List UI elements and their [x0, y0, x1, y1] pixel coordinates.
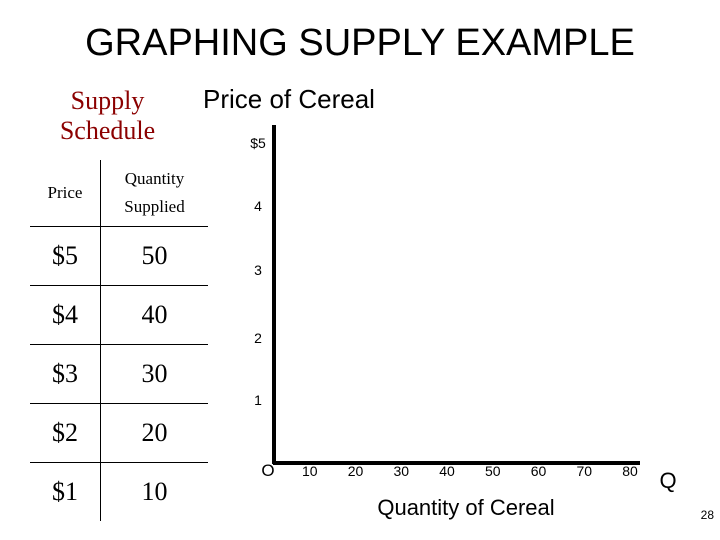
quantity-cell: 20 — [100, 403, 208, 463]
quantity-header-line1: Quantity — [124, 169, 185, 188]
table-row: $5 50 — [30, 226, 208, 286]
quantity-header: Quantity Supplied — [101, 160, 209, 227]
schedule-title-line2: Schedule — [59, 116, 156, 145]
quantity-cell: 40 — [100, 285, 208, 345]
quantity-header-line2: Supplied — [124, 197, 185, 216]
x-tick-label: 20 — [348, 463, 364, 479]
schedule-title: Supply Schedule — [40, 86, 175, 146]
y-tick-label: 3 — [254, 262, 262, 278]
x-axis-end-label: Q — [659, 468, 676, 493]
quantity-cell: 50 — [100, 226, 208, 286]
schedule-title-line1: Supply — [70, 86, 145, 115]
table-row: $1 10 — [30, 462, 208, 521]
price-cell: $1 — [30, 462, 101, 521]
y-tick-label: 2 — [254, 330, 262, 346]
price-cell: $2 — [30, 403, 101, 463]
x-tick-label: 40 — [439, 463, 455, 479]
y-tick-label: 4 — [254, 198, 262, 214]
table-header-row: Price Quantity Supplied — [30, 160, 208, 227]
table-row: $4 40 — [30, 285, 208, 345]
quantity-cell: 30 — [100, 344, 208, 404]
x-tick-label: 30 — [393, 463, 409, 479]
x-tick-label: 70 — [576, 463, 592, 479]
table-row: $2 20 — [30, 403, 208, 463]
price-cell: $5 — [30, 226, 101, 286]
x-tick-label: 10 — [302, 463, 318, 479]
price-cell: $4 — [30, 285, 101, 345]
x-tick-label: 60 — [531, 463, 547, 479]
price-header: Price — [30, 160, 101, 227]
supply-schedule-table: Price Quantity Supplied $5 50 $4 40 $3 3… — [30, 160, 208, 521]
y-tick-label: $5 — [250, 135, 266, 151]
chart-title: Price of Cereal — [203, 84, 375, 114]
page-number: 28 — [700, 508, 714, 522]
table-row: $3 30 — [30, 344, 208, 404]
quantity-cell: 10 — [100, 462, 208, 521]
y-tick-label: 1 — [254, 392, 262, 408]
x-tick-label: 80 — [622, 463, 638, 479]
price-cell: $3 — [30, 344, 101, 404]
origin-label: O — [261, 461, 274, 480]
x-axis-label: Quantity of Cereal — [377, 495, 554, 520]
slide-title: GRAPHING SUPPLY EXAMPLE — [85, 22, 635, 64]
x-tick-label: 50 — [485, 463, 501, 479]
